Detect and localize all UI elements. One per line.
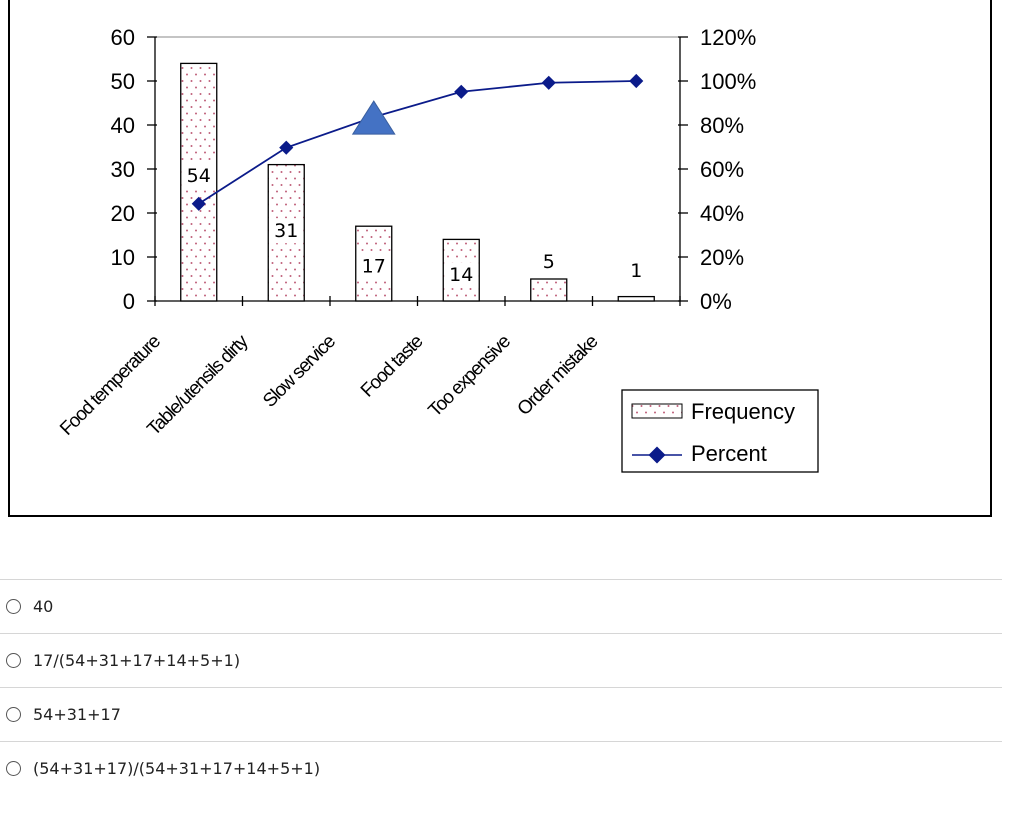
option-1[interactable]: 40 bbox=[0, 579, 1002, 633]
data-label-bg bbox=[181, 163, 216, 189]
data-label-bg bbox=[625, 257, 648, 283]
legend-percent-diamond bbox=[648, 446, 666, 464]
left-tick-label: 10 bbox=[111, 245, 135, 270]
right-tick-label: 100% bbox=[700, 69, 756, 94]
axes: 0 10 20 30 40 50 60 0% 20% 40% 60% 80% 100% 120% bbox=[111, 25, 757, 314]
data-label: 5 bbox=[543, 251, 555, 273]
legend: Frequency Percent bbox=[621, 389, 819, 473]
option-2[interactable]: 17/(54+31+17+14+5+1) bbox=[0, 633, 1002, 687]
data-label-bg bbox=[356, 253, 391, 279]
bars: 54 31 17 14 5 1 bbox=[180, 62, 655, 302]
triangle-marker bbox=[351, 100, 396, 135]
radio-button[interactable] bbox=[6, 761, 21, 776]
category-label: Slow service bbox=[259, 331, 340, 412]
chart-svg: 0 10 20 30 40 50 60 0% 20% 40% 60% 80% 100% 120% 54 31… bbox=[8, 0, 992, 517]
option-label: 40 bbox=[33, 597, 54, 616]
pareto-chart: 0 10 20 30 40 50 60 0% 20% 40% 60% 80% 100% 120% 54 31… bbox=[8, 0, 992, 517]
percent-point bbox=[541, 75, 556, 90]
right-tick-label: 0% bbox=[700, 289, 732, 314]
option-3[interactable]: 54+31+17 bbox=[0, 687, 1002, 741]
frequency-bar bbox=[617, 295, 655, 302]
triangle-marker-shape bbox=[351, 100, 396, 135]
radio-button[interactable] bbox=[6, 707, 21, 722]
data-label: 14 bbox=[449, 264, 473, 286]
data-label-bg bbox=[269, 218, 304, 244]
right-tick-label: 120% bbox=[700, 25, 756, 50]
right-tick-label: 20% bbox=[700, 245, 744, 270]
legend-frequency-swatch bbox=[631, 403, 683, 419]
left-tick-label: 50 bbox=[111, 69, 135, 94]
data-label-bg bbox=[444, 262, 479, 288]
category-label: Order mistake bbox=[514, 331, 603, 420]
answer-options: 40 17/(54+31+17+14+5+1) 54+31+17 (54+31+… bbox=[0, 579, 1002, 795]
option-label: 17/(54+31+17+14+5+1) bbox=[33, 651, 241, 670]
left-tick-label: 60 bbox=[111, 25, 135, 50]
category-label: Food taste bbox=[357, 331, 427, 401]
chart-frame-border bbox=[8, 0, 992, 517]
left-tick-label: 0 bbox=[123, 289, 135, 314]
data-label-bg bbox=[537, 249, 560, 274]
category-label: Too expensive bbox=[425, 331, 515, 421]
right-tick-label: 60% bbox=[700, 157, 744, 182]
legend-frequency-label: Frequency bbox=[691, 399, 795, 424]
right-tick-label: 40% bbox=[700, 201, 744, 226]
left-tick-label: 30 bbox=[111, 157, 135, 182]
frequency-bar bbox=[530, 278, 568, 302]
right-tick-label: 80% bbox=[700, 113, 744, 138]
data-label: 31 bbox=[274, 220, 298, 242]
percent-point bbox=[629, 73, 644, 89]
data-label: 17 bbox=[362, 255, 386, 277]
legend-percent-label: Percent bbox=[691, 441, 767, 466]
percent-polyline bbox=[198, 80, 637, 205]
percent-point bbox=[454, 84, 469, 99]
data-label: 1 bbox=[630, 260, 642, 282]
radio-button[interactable] bbox=[6, 599, 21, 614]
left-tick-label: 20 bbox=[111, 201, 135, 226]
option-label: (54+31+17)/(54+31+17+14+5+1) bbox=[33, 759, 321, 778]
percent-point bbox=[279, 140, 294, 155]
percent-point bbox=[191, 196, 206, 211]
radio-button[interactable] bbox=[6, 653, 21, 668]
percent-line bbox=[191, 73, 644, 211]
data-label: 54 bbox=[187, 165, 211, 187]
left-tick-label: 40 bbox=[111, 113, 135, 138]
option-label: 54+31+17 bbox=[33, 705, 121, 724]
option-4[interactable]: (54+31+17)/(54+31+17+14+5+1) bbox=[0, 741, 1002, 795]
